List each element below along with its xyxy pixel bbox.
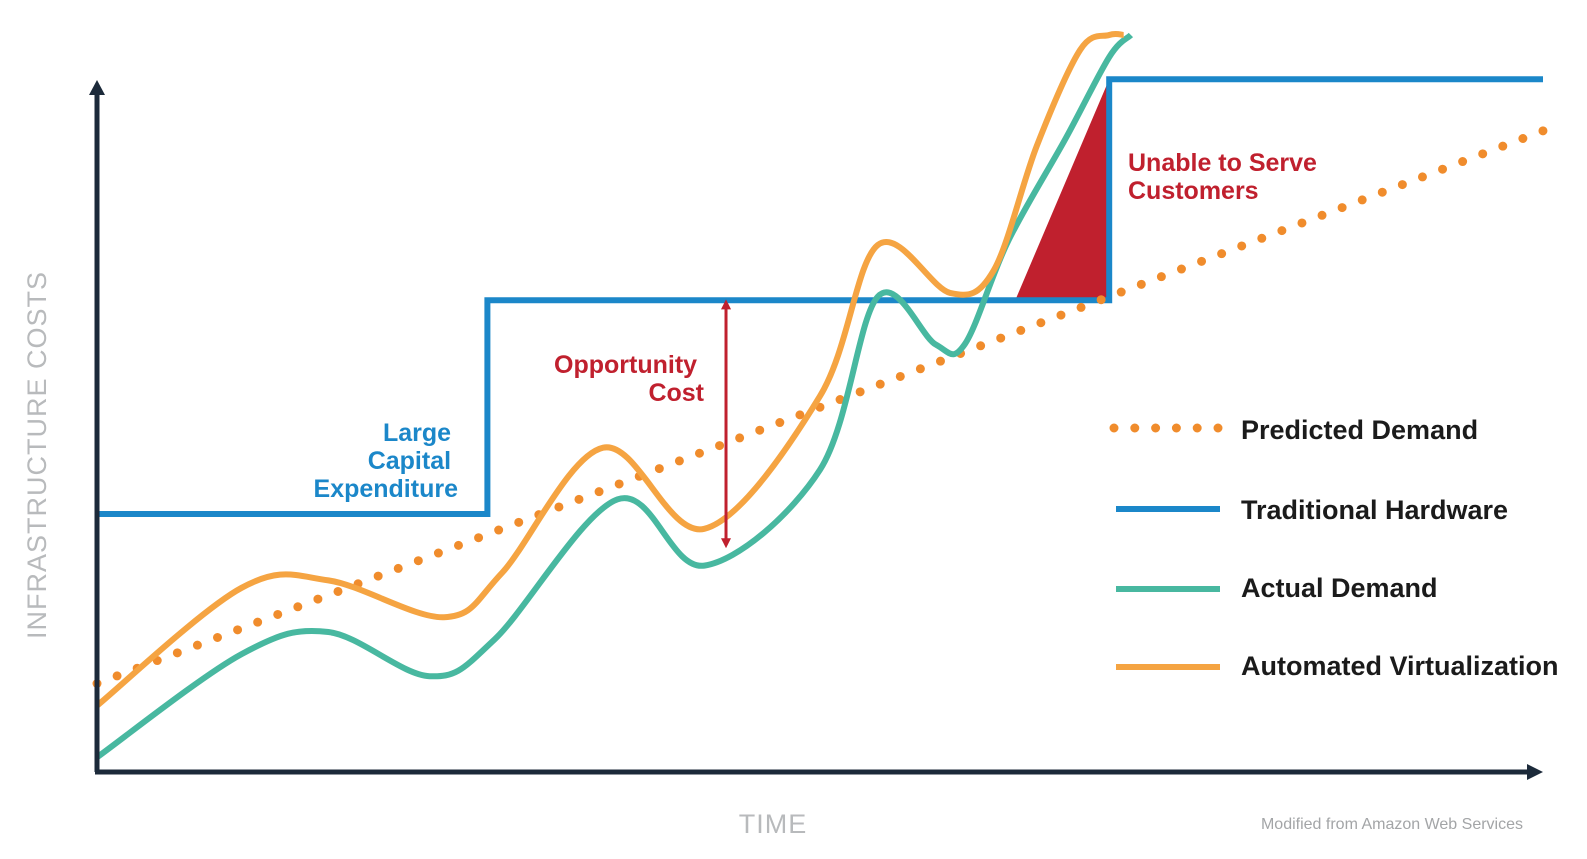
large-capital-label: Large Capital Expenditure — [314, 419, 459, 503]
axes — [89, 80, 1543, 780]
series-predicted-demand — [92, 126, 1548, 689]
legend: Predicted Demand Traditional Hardware Ac… — [1109, 415, 1559, 681]
y-axis-arrow — [89, 80, 105, 95]
series-layer — [92, 30, 1548, 760]
legend-label-traditional-hardware: Traditional Hardware — [1241, 495, 1508, 525]
opportunity-cost-label: Opportunity Cost — [554, 351, 705, 407]
source-credit: Modified from Amazon Web Services — [1261, 816, 1523, 833]
x-axis-title: TIME — [739, 809, 808, 839]
legend-label-predicted-demand: Predicted Demand — [1241, 415, 1478, 445]
large-capital-line-2: Capital — [368, 447, 451, 475]
x-axis-arrow — [1527, 764, 1543, 780]
legend-item-automated-virtualization: Automated Virtualization — [1116, 651, 1559, 681]
large-capital-line-3: Expenditure — [314, 475, 459, 503]
legend-item-traditional-hardware: Traditional Hardware — [1116, 495, 1508, 525]
legend-item-predicted-demand: Predicted Demand — [1109, 415, 1478, 445]
y-axis-title: INFRASTRUCTURE COSTS — [22, 271, 52, 639]
unable-to-serve-label: Unable to Serve Customers — [1128, 149, 1324, 205]
series-automated-virtualization — [95, 30, 1124, 709]
legend-label-automated-virtualization: Automated Virtualization — [1241, 651, 1559, 681]
unable-to-serve-area — [1015, 79, 1110, 301]
legend-item-actual-demand: Actual Demand — [1116, 573, 1438, 603]
opportunity-cost-line-1: Opportunity — [554, 351, 697, 379]
series-traditional-hardware — [97, 76, 1543, 517]
unable-to-serve-line-1: Unable to Serve — [1128, 149, 1317, 177]
legend-label-actual-demand: Actual Demand — [1241, 573, 1438, 603]
series-actual-demand — [95, 32, 1134, 760]
large-capital-line-1: Large — [383, 419, 451, 447]
opportunity-cost-line-2: Cost — [648, 379, 704, 407]
unable-to-serve-line-2: Customers — [1128, 177, 1259, 205]
